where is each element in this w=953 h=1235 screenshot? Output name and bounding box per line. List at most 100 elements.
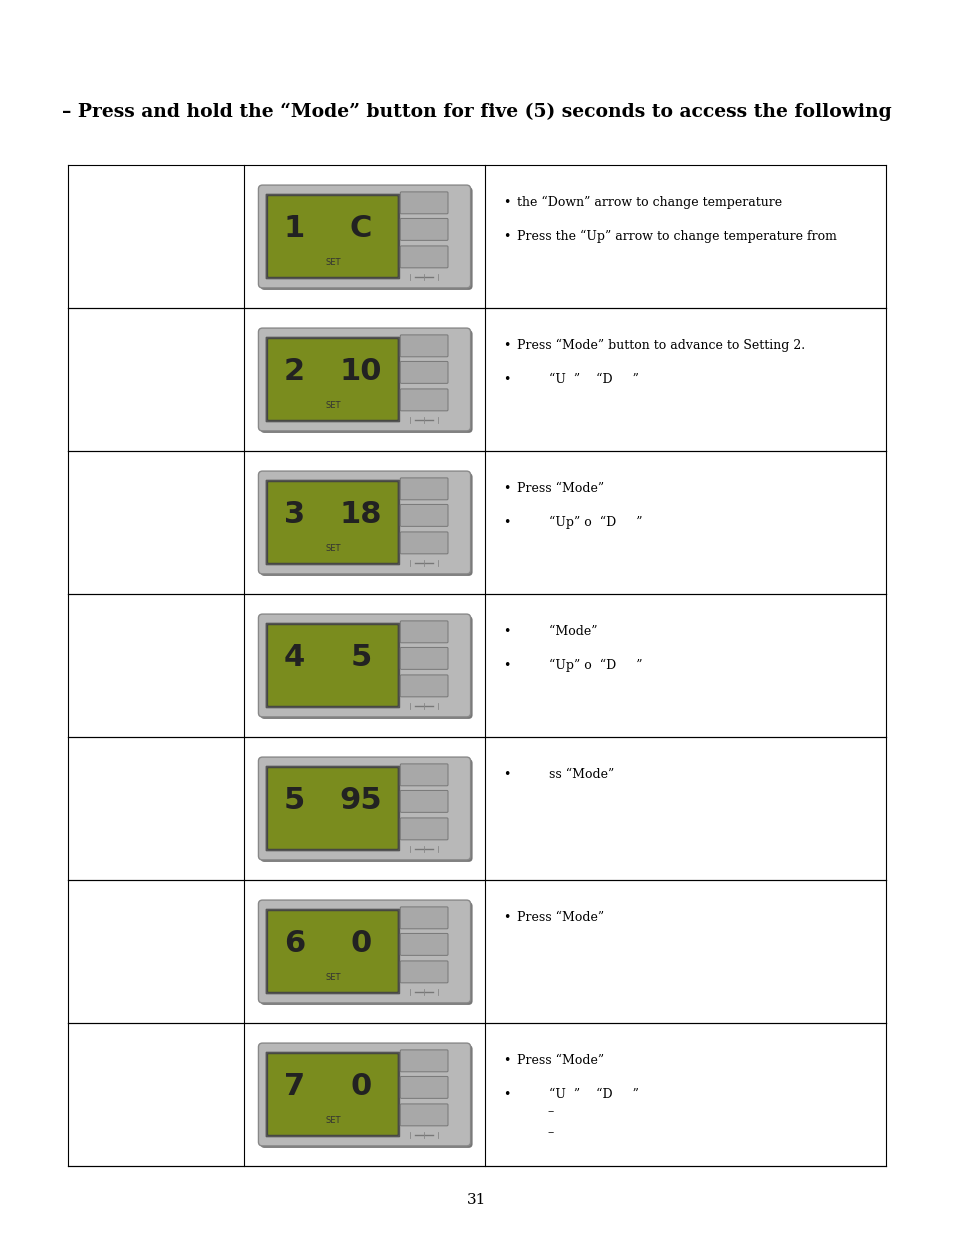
Text: 5: 5 bbox=[350, 643, 372, 672]
FancyBboxPatch shape bbox=[400, 532, 448, 553]
FancyBboxPatch shape bbox=[400, 219, 448, 241]
FancyBboxPatch shape bbox=[400, 906, 448, 929]
FancyBboxPatch shape bbox=[400, 676, 448, 697]
Text: SET: SET bbox=[325, 973, 340, 982]
FancyBboxPatch shape bbox=[267, 625, 397, 706]
Text: “U  ”    “D     ”: “U ” “D ” bbox=[517, 1088, 639, 1100]
Bar bbox=[68, 308, 885, 451]
FancyBboxPatch shape bbox=[260, 473, 472, 576]
Text: Press the “Up” arrow to change temperature from: Press the “Up” arrow to change temperatu… bbox=[517, 230, 836, 243]
Text: 7: 7 bbox=[283, 1072, 305, 1102]
Text: 0: 0 bbox=[350, 1072, 372, 1102]
Text: •: • bbox=[502, 195, 510, 209]
Text: •: • bbox=[502, 659, 510, 672]
Text: 3: 3 bbox=[283, 500, 305, 529]
FancyBboxPatch shape bbox=[258, 900, 470, 1003]
Text: •: • bbox=[502, 516, 510, 529]
Text: “Up” o  “D     ”: “Up” o “D ” bbox=[517, 659, 642, 672]
Text: Press “Mode”: Press “Mode” bbox=[517, 1053, 603, 1067]
FancyBboxPatch shape bbox=[258, 329, 470, 431]
FancyBboxPatch shape bbox=[265, 194, 399, 279]
Text: Press “Mode”: Press “Mode” bbox=[517, 910, 603, 924]
FancyBboxPatch shape bbox=[265, 337, 399, 422]
Text: •: • bbox=[502, 230, 510, 243]
FancyBboxPatch shape bbox=[267, 195, 397, 278]
Text: the “Down” arrow to change temperature: the “Down” arrow to change temperature bbox=[517, 195, 781, 209]
FancyBboxPatch shape bbox=[400, 647, 448, 669]
Text: •: • bbox=[502, 482, 510, 495]
Text: 10: 10 bbox=[339, 357, 382, 387]
Text: “Up” o  “D     ”: “Up” o “D ” bbox=[517, 516, 642, 529]
Text: SET: SET bbox=[325, 258, 340, 267]
Text: C: C bbox=[350, 214, 372, 243]
FancyBboxPatch shape bbox=[258, 185, 470, 288]
FancyBboxPatch shape bbox=[400, 1050, 448, 1072]
FancyBboxPatch shape bbox=[265, 479, 399, 566]
Bar bbox=[68, 1023, 885, 1166]
FancyBboxPatch shape bbox=[260, 186, 472, 290]
FancyBboxPatch shape bbox=[400, 818, 448, 840]
FancyBboxPatch shape bbox=[400, 621, 448, 642]
Text: 4: 4 bbox=[283, 643, 305, 672]
Text: •: • bbox=[502, 373, 510, 387]
Text: •: • bbox=[502, 768, 510, 781]
Text: –: – bbox=[547, 1126, 553, 1140]
FancyBboxPatch shape bbox=[260, 760, 472, 862]
FancyBboxPatch shape bbox=[265, 1052, 399, 1137]
FancyBboxPatch shape bbox=[400, 246, 448, 268]
FancyBboxPatch shape bbox=[258, 757, 470, 860]
FancyBboxPatch shape bbox=[267, 338, 397, 420]
Text: 2: 2 bbox=[283, 357, 305, 387]
FancyBboxPatch shape bbox=[265, 622, 399, 709]
FancyBboxPatch shape bbox=[265, 766, 399, 851]
Text: 6: 6 bbox=[283, 929, 305, 958]
FancyBboxPatch shape bbox=[400, 191, 448, 214]
FancyBboxPatch shape bbox=[400, 1104, 448, 1126]
Text: “Mode”: “Mode” bbox=[517, 625, 597, 637]
FancyBboxPatch shape bbox=[400, 764, 448, 785]
Text: •: • bbox=[502, 1088, 510, 1100]
Text: SET: SET bbox=[325, 1116, 340, 1125]
Text: –: – bbox=[547, 1105, 553, 1118]
Text: ss “Mode”: ss “Mode” bbox=[517, 768, 614, 781]
FancyBboxPatch shape bbox=[400, 335, 448, 357]
FancyBboxPatch shape bbox=[267, 482, 397, 563]
FancyBboxPatch shape bbox=[260, 330, 472, 433]
Text: •: • bbox=[502, 625, 510, 637]
Bar bbox=[68, 881, 885, 1023]
Text: 31: 31 bbox=[467, 1193, 486, 1207]
Text: SET: SET bbox=[325, 401, 340, 410]
FancyBboxPatch shape bbox=[258, 1044, 470, 1146]
Text: SET: SET bbox=[325, 545, 340, 553]
FancyBboxPatch shape bbox=[400, 790, 448, 813]
FancyBboxPatch shape bbox=[400, 504, 448, 526]
FancyBboxPatch shape bbox=[400, 362, 448, 383]
Bar bbox=[68, 594, 885, 737]
Text: Press “Mode”: Press “Mode” bbox=[517, 482, 603, 495]
Text: 0: 0 bbox=[350, 929, 372, 958]
Text: •: • bbox=[502, 338, 510, 352]
FancyBboxPatch shape bbox=[400, 934, 448, 956]
Text: Press “Mode” button to advance to Setting 2.: Press “Mode” button to advance to Settin… bbox=[517, 338, 804, 352]
FancyBboxPatch shape bbox=[267, 1053, 397, 1135]
Text: •: • bbox=[502, 1053, 510, 1067]
Text: – Press and hold the “Mode” button for five (5) seconds to access the following: – Press and hold the “Mode” button for f… bbox=[62, 103, 891, 121]
FancyBboxPatch shape bbox=[267, 768, 397, 850]
FancyBboxPatch shape bbox=[260, 616, 472, 719]
Text: 5: 5 bbox=[283, 785, 305, 815]
FancyBboxPatch shape bbox=[258, 614, 470, 716]
Text: 18: 18 bbox=[339, 500, 382, 529]
FancyBboxPatch shape bbox=[400, 1077, 448, 1098]
FancyBboxPatch shape bbox=[260, 1045, 472, 1147]
FancyBboxPatch shape bbox=[260, 902, 472, 1005]
Text: “U  ”    “D     ”: “U ” “D ” bbox=[517, 373, 639, 387]
FancyBboxPatch shape bbox=[267, 910, 397, 992]
Bar bbox=[68, 165, 885, 308]
Bar bbox=[68, 737, 885, 881]
FancyBboxPatch shape bbox=[258, 471, 470, 574]
Text: 95: 95 bbox=[339, 785, 382, 815]
FancyBboxPatch shape bbox=[265, 909, 399, 994]
Text: 1: 1 bbox=[283, 214, 305, 243]
FancyBboxPatch shape bbox=[400, 961, 448, 983]
Bar bbox=[68, 451, 885, 594]
